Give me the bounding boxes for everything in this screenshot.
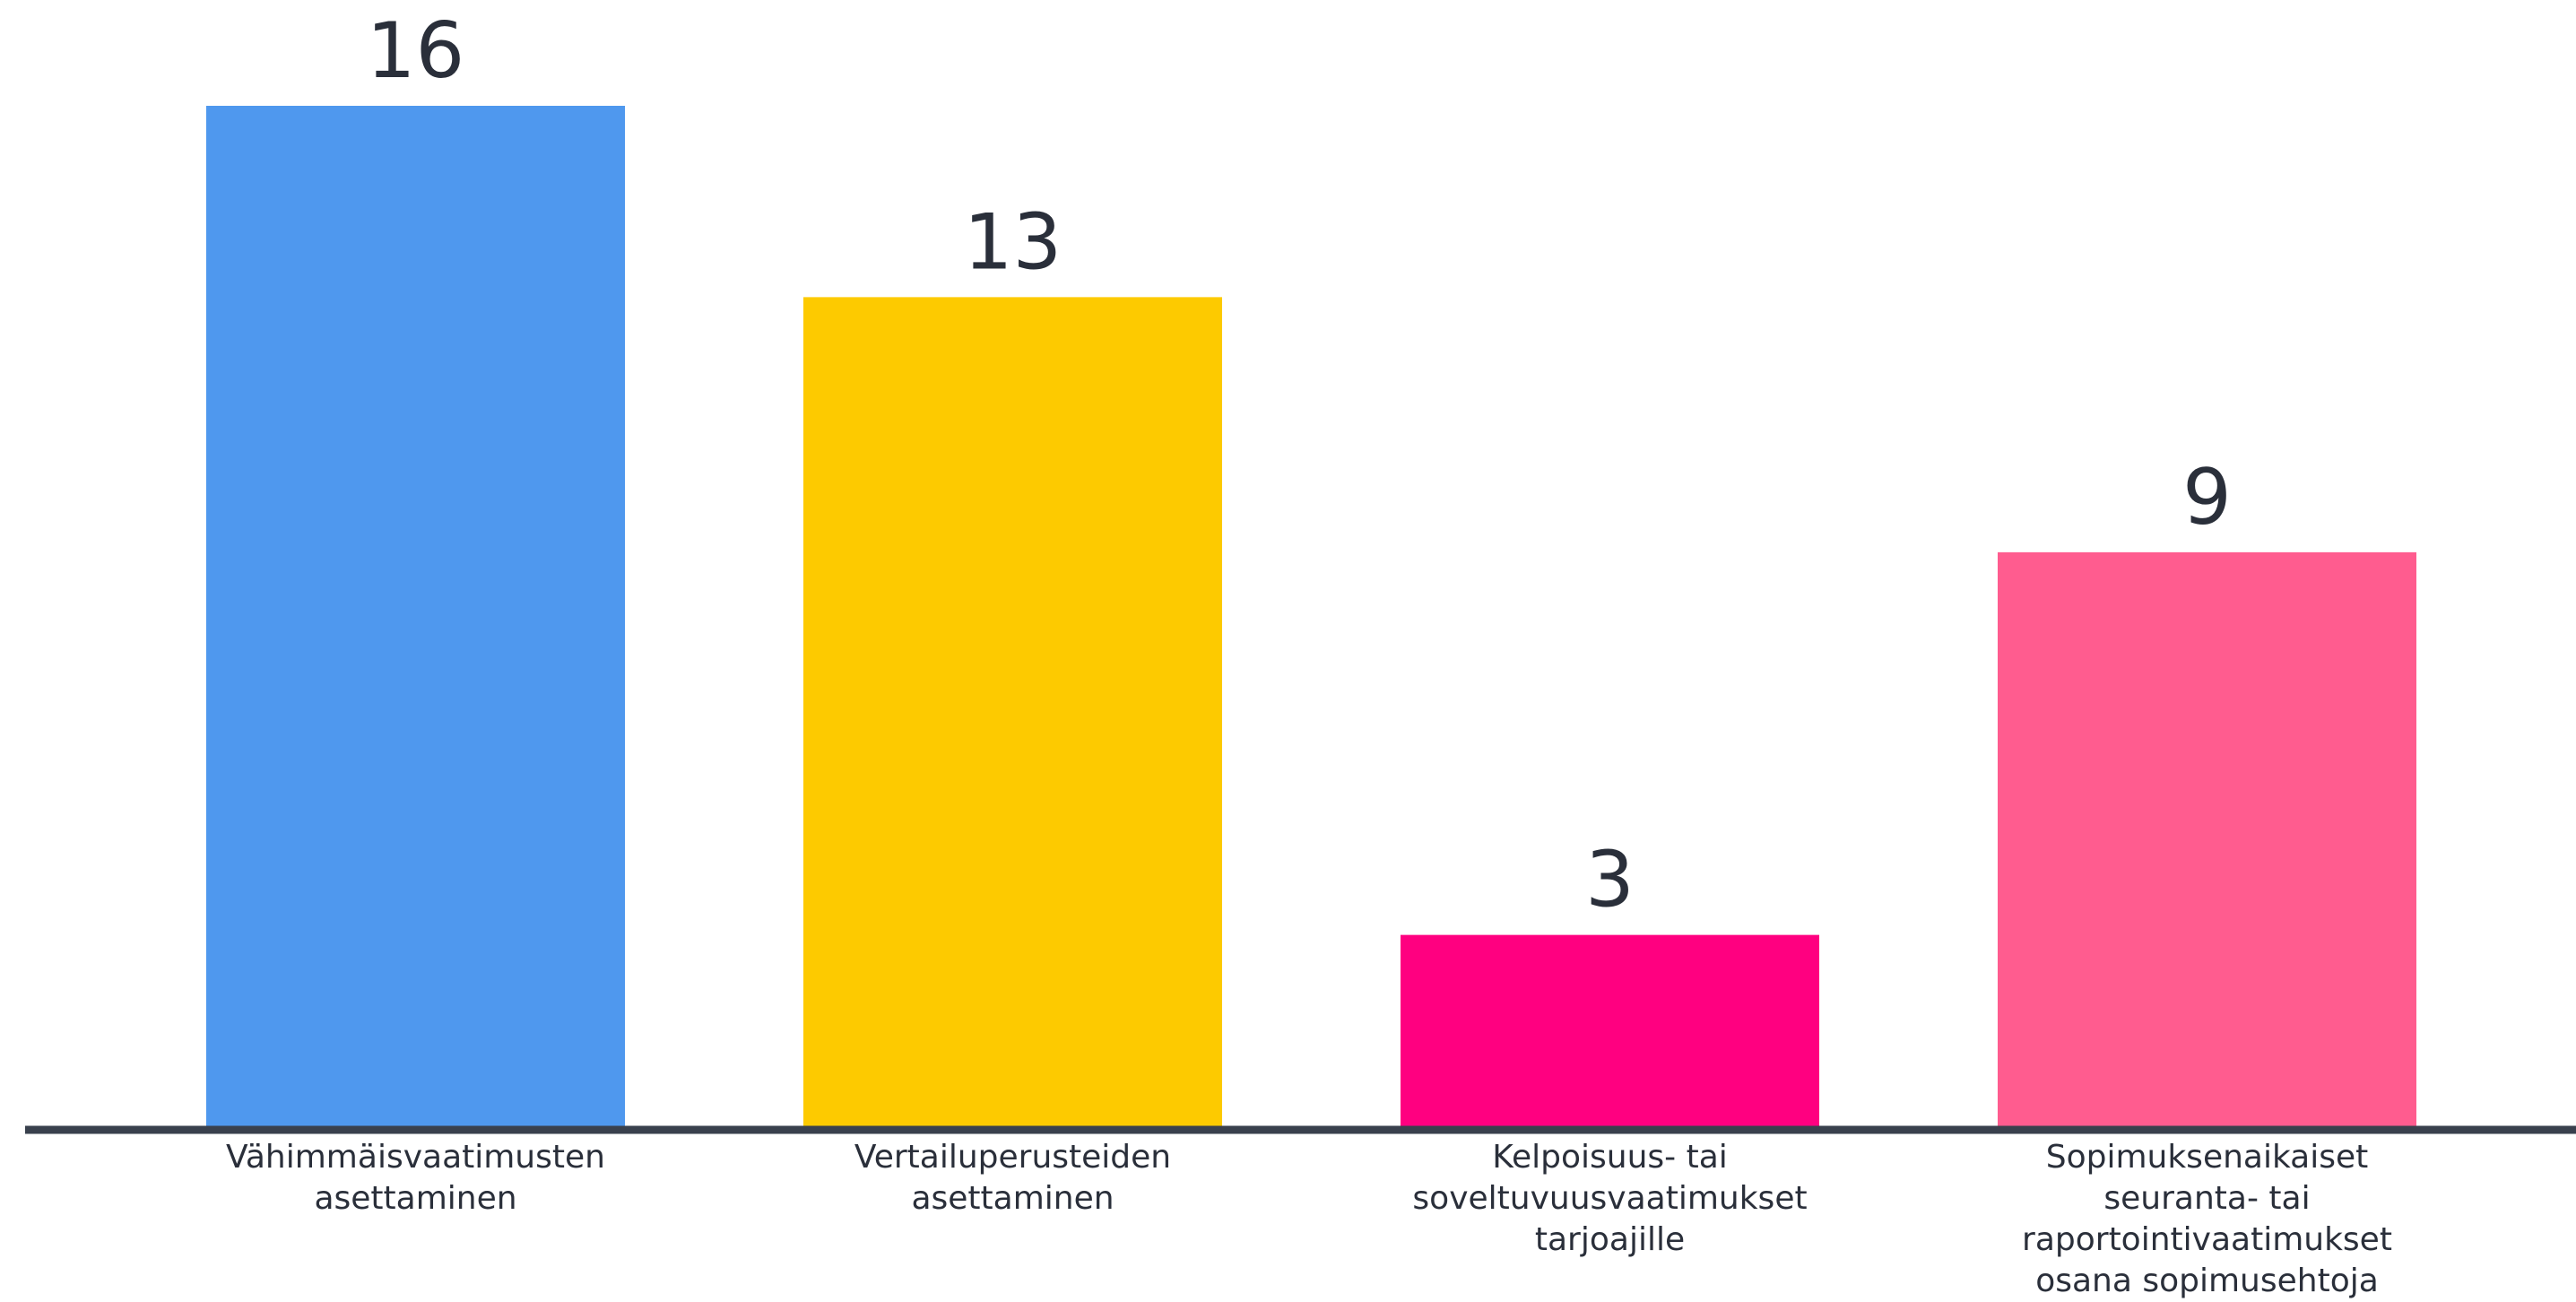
category-label-1-line-1: Vähimmäisvaatimusten — [226, 1139, 605, 1176]
value-label-1: 16 — [367, 6, 464, 96]
value-labels-group: 16 13 3 9 — [367, 6, 2232, 925]
category-label-3-line-1: Kelpoisuus- tai — [1492, 1139, 1728, 1176]
bar-4 — [1998, 551, 2416, 1126]
bar-3 — [1401, 934, 1819, 1126]
category-label-2-line-1: Vertailuperusteiden — [854, 1139, 1171, 1176]
category-label-1: Vähimmäisvaatimusten asettaminen — [226, 1139, 605, 1217]
category-label-4: Sopimuksenaikaiset seuranta- tai raportoin… — [2022, 1139, 2392, 1299]
category-label-3-line-2: soveltuvuusvaatimukset — [1412, 1180, 1807, 1217]
category-labels-group: Vähimmäisvaatimusten asettaminenVertailup… — [226, 1139, 2392, 1299]
category-label-1-line-2: asettaminen — [314, 1180, 516, 1217]
bar-2 — [803, 297, 1222, 1126]
category-label-3-line-3: tarjoajille — [1535, 1221, 1685, 1258]
category-label-4-line-4: osana sopimusehtoja — [2035, 1263, 2379, 1299]
value-label-2: 13 — [964, 197, 1062, 287]
category-label-2-line-2: asettaminen — [911, 1180, 1114, 1217]
category-label-4-line-2: seuranta- tai — [2103, 1180, 2310, 1217]
category-label-4-line-1: Sopimuksenaikaiset — [2046, 1139, 2369, 1176]
category-label-2: Vertailuperusteiden asettaminen — [854, 1139, 1171, 1217]
value-label-3: 3 — [1585, 836, 1635, 925]
bar-1 — [206, 106, 625, 1126]
category-label-4-line-3: raportointivaatimukset — [2022, 1221, 2392, 1258]
bars-group — [206, 106, 2416, 1126]
value-label-4: 9 — [2182, 453, 2232, 542]
category-label-3: Kelpoisuus- tai soveltuvuusvaatimukset tar… — [1412, 1139, 1807, 1258]
